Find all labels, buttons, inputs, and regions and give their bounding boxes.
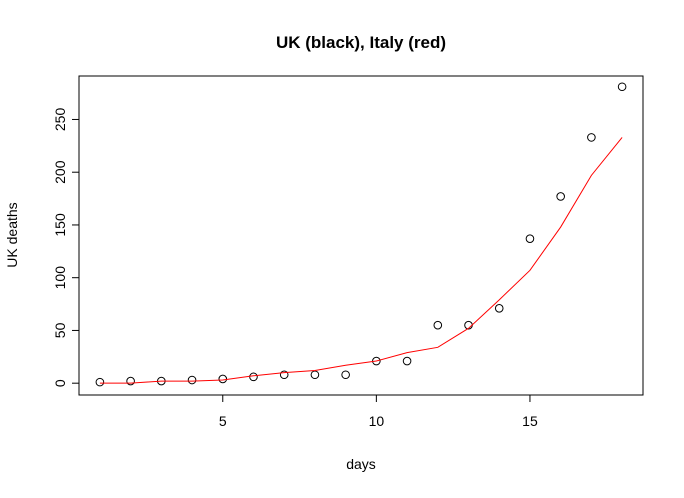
data-point <box>341 370 350 380</box>
y-tick-label: 100 <box>52 266 68 290</box>
y-axis-label: UK deaths <box>4 202 20 267</box>
data-point <box>279 370 289 380</box>
data-point <box>126 376 135 386</box>
y-tick-label: 250 <box>52 108 68 132</box>
data-point <box>310 370 320 380</box>
x-tick-label: 15 <box>522 413 538 429</box>
data-point <box>556 192 565 201</box>
data-point <box>525 234 535 243</box>
data-point <box>617 82 627 92</box>
series-line <box>99 137 623 384</box>
x-axis: 5 10 15 <box>219 394 538 429</box>
x-axis-label: days <box>346 456 376 472</box>
data-point <box>433 320 443 330</box>
data-point <box>95 377 105 387</box>
y-tick-label: 200 <box>52 160 68 184</box>
series-layer <box>95 82 627 387</box>
y-tick-label: 150 <box>52 213 68 237</box>
data-point <box>587 133 596 142</box>
data-point <box>218 374 228 384</box>
data-point <box>402 356 412 366</box>
y-tick-label: 0 <box>52 379 68 387</box>
plot-frame <box>78 75 644 396</box>
y-axis: 0 50 100 150 200 250 <box>52 108 80 387</box>
data-point <box>494 303 504 313</box>
chart-title: UK (black), Italy (red) <box>276 33 446 52</box>
y-tick-label: 50 <box>52 322 68 338</box>
x-tick-label: 10 <box>369 413 385 429</box>
data-point <box>372 356 381 366</box>
x-tick-label: 5 <box>219 413 227 429</box>
data-point <box>249 372 258 382</box>
data-point <box>187 375 197 385</box>
